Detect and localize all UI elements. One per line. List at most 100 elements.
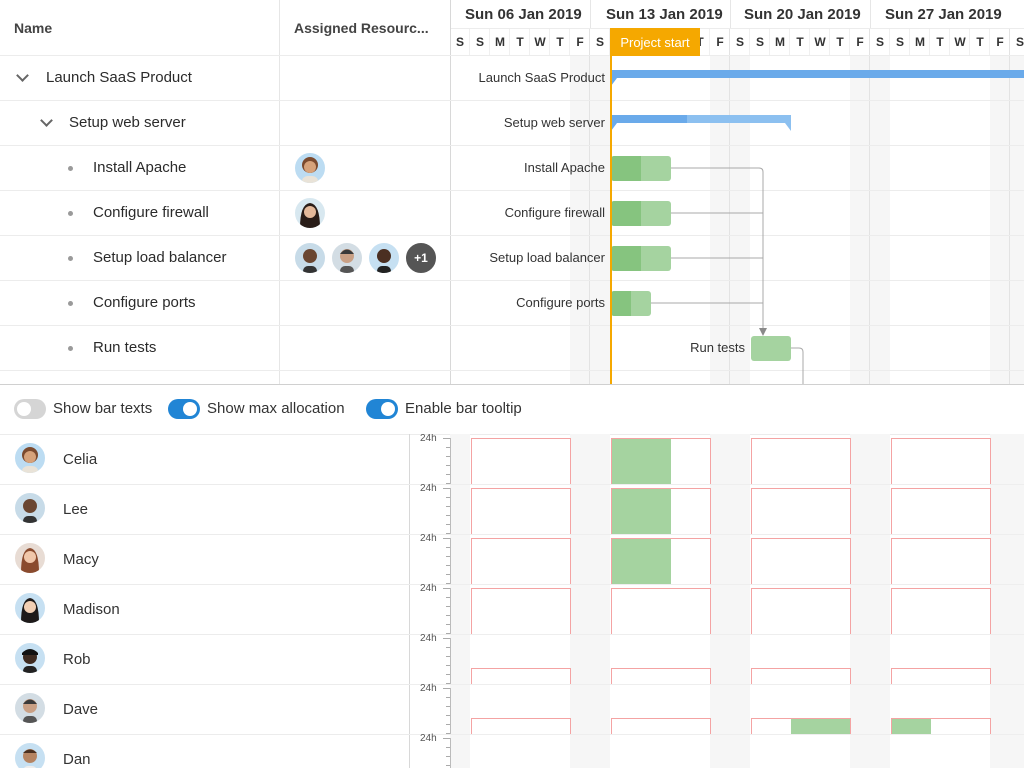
day-header: T [696,35,704,49]
day-header: M [775,35,785,49]
show-bar-texts-toggle[interactable] [14,399,46,419]
bar-label: Setup web server [503,115,605,130]
day-header: S [455,35,464,49]
day-header: S [1015,35,1024,49]
day-header: M [495,35,505,49]
avatar [13,491,47,525]
options-toolbar: Show bar texts Show max allocation Enabl… [0,385,1024,434]
name-column-header[interactable]: Name [14,20,53,36]
summary-bar[interactable] [611,70,1024,78]
task-name: Install Apache [93,159,187,176]
avatar[interactable] [367,241,401,275]
max-allocation-outline [471,538,571,584]
max-allocation-outline [751,538,851,584]
day-header: S [895,35,904,49]
avatar [13,541,47,575]
day-header: F [576,35,584,49]
max-allocation-outline [751,668,851,684]
day-header: S [735,35,744,49]
dependency-lines [651,167,804,384]
histogram-axis-label: 24h [420,633,437,644]
allocation-bar[interactable] [791,718,851,734]
day-header: T [836,35,844,49]
day-header: S [475,35,484,49]
avatar [13,641,47,675]
max-allocation-outline [891,488,991,534]
task-name: Launch SaaS Product [46,69,192,86]
day-header: W [954,35,966,49]
avatar[interactable] [330,241,364,275]
max-allocation-outline [611,668,711,684]
week-header: Sun 20 Jan 2019 [744,5,861,23]
collapse-chevron-icon[interactable] [16,69,29,82]
task-name: Setup web server [69,114,186,131]
max-allocation-outline [891,668,991,684]
resource-name: Lee [63,501,89,518]
task-name: Run tests [93,339,157,356]
week-header: Sun 13 Jan 2019 [606,5,723,23]
summary-bar[interactable] [611,115,791,123]
max-allocation-outline [611,488,711,534]
day-header: F [716,35,724,49]
collapse-chevron-icon[interactable] [40,114,53,127]
project-start-line [610,28,612,384]
allocation-bar[interactable] [611,438,671,484]
avatar [13,591,47,625]
day-header: T [976,35,984,49]
resource-histogram: 24h 24h 24h 24h 24h 24h 24h [410,434,1024,768]
day-header: T [796,35,804,49]
bar-label: Configure firewall [504,205,605,220]
day-header: W [534,35,546,49]
toggle-label: Show max allocation [207,400,345,417]
avatar [13,441,47,475]
bullet-icon [68,256,73,261]
task-bar[interactable] [751,336,791,361]
task-grid: Name Assigned Resourc... Launch SaaS Pro… [0,0,451,384]
day-header: S [755,35,764,49]
resources-column-header[interactable]: Assigned Resourc... [294,20,429,36]
max-allocation-outline [471,488,571,534]
bar-label: Run tests [690,340,745,355]
max-allocation-outline [611,718,711,734]
histogram-axis-label: 24h [420,583,437,594]
resource-name: Celia [63,451,98,468]
resource-name: Dave [63,701,99,718]
max-allocation-outline [891,588,991,634]
avatar[interactable] [293,151,327,185]
bullet-icon [68,346,73,351]
day-header: T [936,35,944,49]
bullet-icon [68,301,73,306]
allocation-bar[interactable] [611,538,671,584]
avatar [13,741,47,768]
day-header: M [915,35,925,49]
toggle-label: Enable bar tooltip [405,400,522,417]
max-allocation-outline [751,488,851,534]
max-allocation-outline [611,438,711,484]
max-allocation-outline [471,588,571,634]
task-bar[interactable] [611,201,671,226]
max-allocation-outline [751,718,851,734]
task-name: Configure ports [93,294,196,311]
task-bar[interactable] [611,291,651,316]
task-bar[interactable] [611,246,671,271]
project-start-flag[interactable]: Project start [610,28,700,56]
more-resources-count: +1 [414,251,428,265]
toggle-label: Show bar texts [53,400,153,417]
allocation-bar[interactable] [891,718,931,734]
bar-label: Setup load balancer [489,250,605,265]
allocation-bar[interactable] [611,488,671,534]
max-allocation-outline [471,668,571,684]
histogram-axis-label: 24h [420,434,437,444]
max-allocation-outline [751,438,851,484]
avatar[interactable] [293,196,327,230]
task-bar[interactable] [611,156,671,181]
avatar[interactable] [293,241,327,275]
avatar [13,691,47,725]
day-header: F [856,35,864,49]
show-max-allocation-toggle[interactable] [168,399,200,419]
task-name: Configure firewall [93,204,209,221]
resource-name: Dan [63,751,91,768]
enable-bar-tooltip-toggle[interactable] [366,399,398,419]
max-allocation-outline [751,588,851,634]
more-resources-badge[interactable]: +1 [404,241,438,275]
